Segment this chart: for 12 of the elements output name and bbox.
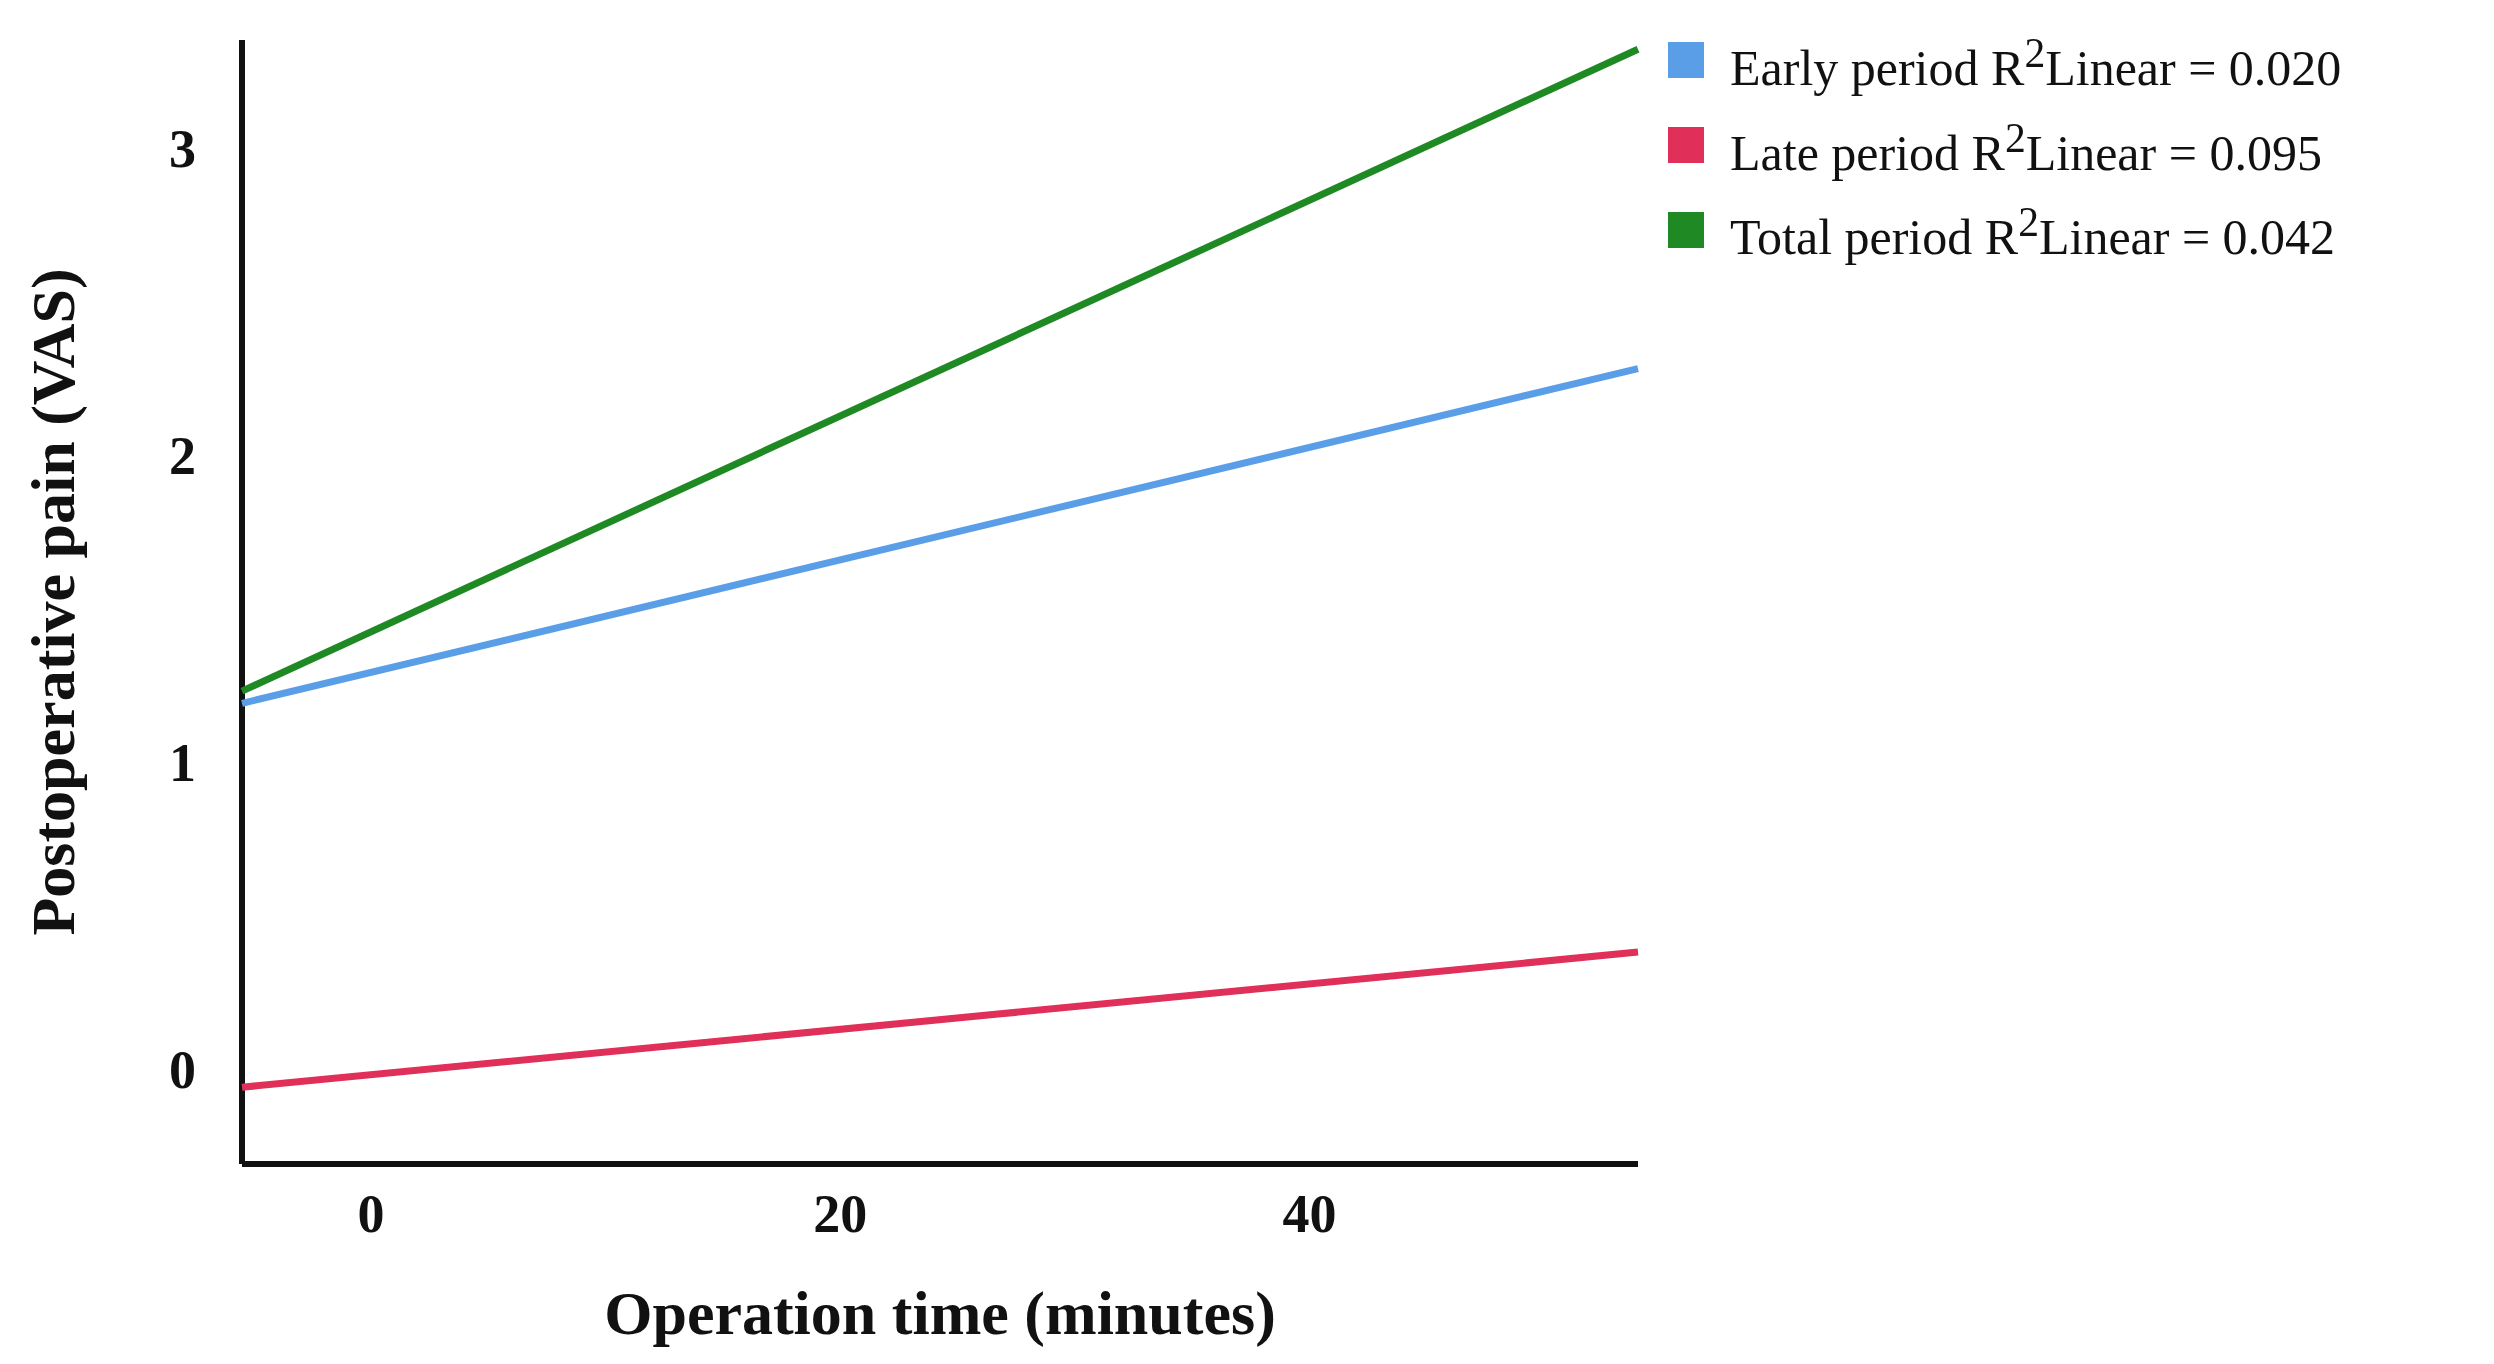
y-tick-label: 2 <box>169 425 196 486</box>
y-tick-label: 3 <box>169 118 196 179</box>
x-axis-title: Operation time (minutes) <box>604 1279 1276 1348</box>
y-tick-label: 1 <box>169 732 196 793</box>
y-tick-label: 0 <box>169 1039 196 1100</box>
y-axis-title: Postoperative pain (VAS) <box>19 268 89 936</box>
x-tick-label: 40 <box>1282 1184 1337 1245</box>
legend-label: Late period R$^{2}$Linear = 0.095 <box>1730 113 2322 183</box>
legend-label: Early period R$^{2}$Linear = 0.020 <box>1730 29 2342 98</box>
legend-label: Total period R$^{2}$Linear = 0.042 <box>1730 198 2336 267</box>
x-tick-label: 0 <box>357 1184 385 1245</box>
x-tick-label: 20 <box>813 1184 868 1245</box>
